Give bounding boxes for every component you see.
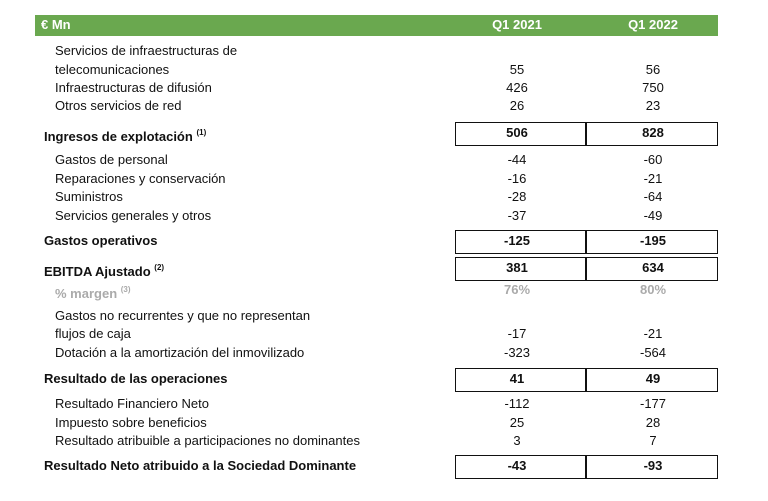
row-label: Servicios generales y otros bbox=[55, 208, 212, 223]
row-label: Impuesto sobre beneficios bbox=[55, 415, 207, 430]
unit-header: € Mn bbox=[41, 17, 71, 32]
cell-value: 49 bbox=[645, 371, 661, 386]
total-box bbox=[455, 230, 718, 254]
cell-value: -177 bbox=[639, 396, 667, 411]
cell-value: -564 bbox=[639, 345, 667, 360]
cell-value: 750 bbox=[642, 80, 664, 95]
row-label: Ingresos de explotación (1) bbox=[44, 128, 207, 144]
footnote-ref: (2) bbox=[154, 263, 165, 272]
cell-value: 28 bbox=[645, 415, 661, 430]
column-header: Q1 2021 bbox=[492, 17, 542, 32]
cell-value: -64 bbox=[643, 189, 663, 204]
cell-value: -44 bbox=[507, 152, 527, 167]
row-label: Servicios de infraestructuras de bbox=[55, 43, 238, 58]
row-label: Suministros bbox=[55, 189, 123, 204]
cell-value: -323 bbox=[503, 345, 531, 360]
total-box bbox=[455, 455, 718, 479]
cell-value: 381 bbox=[506, 260, 528, 275]
cell-value: -195 bbox=[639, 233, 667, 248]
footnote-ref: (3) bbox=[120, 285, 131, 294]
cell-value: 426 bbox=[506, 80, 528, 95]
cell-value: -16 bbox=[507, 171, 527, 186]
row-label: Resultado de las operaciones bbox=[44, 371, 228, 386]
total-box bbox=[455, 257, 718, 281]
row-label: Resultado Financiero Neto bbox=[55, 396, 209, 411]
row-label: Reparaciones y conservación bbox=[55, 171, 226, 186]
cell-value: 80% bbox=[639, 282, 667, 297]
row-label: Infraestructuras de difusión bbox=[55, 80, 212, 95]
box-divider bbox=[585, 368, 587, 392]
cell-value: -17 bbox=[507, 326, 527, 341]
cell-value: -60 bbox=[643, 152, 663, 167]
row-label: Resultado Neto atribuido a la Sociedad D… bbox=[44, 458, 357, 473]
footnote-ref: (1) bbox=[196, 128, 207, 137]
cell-value: -125 bbox=[503, 233, 531, 248]
cell-value: -21 bbox=[643, 171, 663, 186]
row-label: Otros servicios de red bbox=[55, 98, 182, 113]
cell-value: -93 bbox=[643, 458, 663, 473]
total-box bbox=[455, 368, 718, 392]
cell-value: 26 bbox=[509, 98, 525, 113]
row-label: Gastos de personal bbox=[55, 152, 168, 167]
cell-value: 41 bbox=[509, 371, 525, 386]
cell-value: 828 bbox=[642, 125, 664, 140]
row-label: Gastos operativos bbox=[44, 233, 158, 248]
cell-value: -49 bbox=[643, 208, 663, 223]
cell-value: -112 bbox=[504, 396, 530, 411]
cell-value: 3 bbox=[513, 433, 521, 448]
cell-value: 506 bbox=[506, 125, 528, 140]
row-label: Resultado atribuible a participaciones n… bbox=[55, 433, 360, 448]
cell-value: 56 bbox=[645, 62, 661, 77]
cell-value: 23 bbox=[645, 98, 661, 113]
total-box bbox=[455, 122, 718, 146]
cell-value: -43 bbox=[507, 458, 527, 473]
box-divider bbox=[585, 230, 587, 254]
header-bar bbox=[35, 15, 718, 36]
cell-value: 7 bbox=[649, 433, 657, 448]
box-divider bbox=[585, 257, 587, 281]
box-divider bbox=[585, 455, 587, 479]
box-divider bbox=[585, 122, 587, 146]
row-label: telecomunicaciones bbox=[55, 62, 170, 77]
cell-value: -21 bbox=[643, 326, 663, 341]
column-header: Q1 2022 bbox=[628, 17, 678, 32]
row-label: Dotación a la amortización del inmoviliz… bbox=[55, 345, 305, 360]
cell-value: 76% bbox=[503, 282, 531, 297]
row-label: % margen (3) bbox=[55, 285, 131, 301]
cell-value: 25 bbox=[509, 415, 525, 430]
row-label: Gastos no recurrentes y que no represent… bbox=[55, 308, 311, 323]
cell-value: 55 bbox=[509, 62, 525, 77]
cell-value: 634 bbox=[642, 260, 664, 275]
cell-value: -37 bbox=[507, 208, 527, 223]
row-label: flujos de caja bbox=[55, 326, 131, 341]
row-label: EBITDA Ajustado (2) bbox=[44, 263, 165, 279]
cell-value: -28 bbox=[507, 189, 527, 204]
